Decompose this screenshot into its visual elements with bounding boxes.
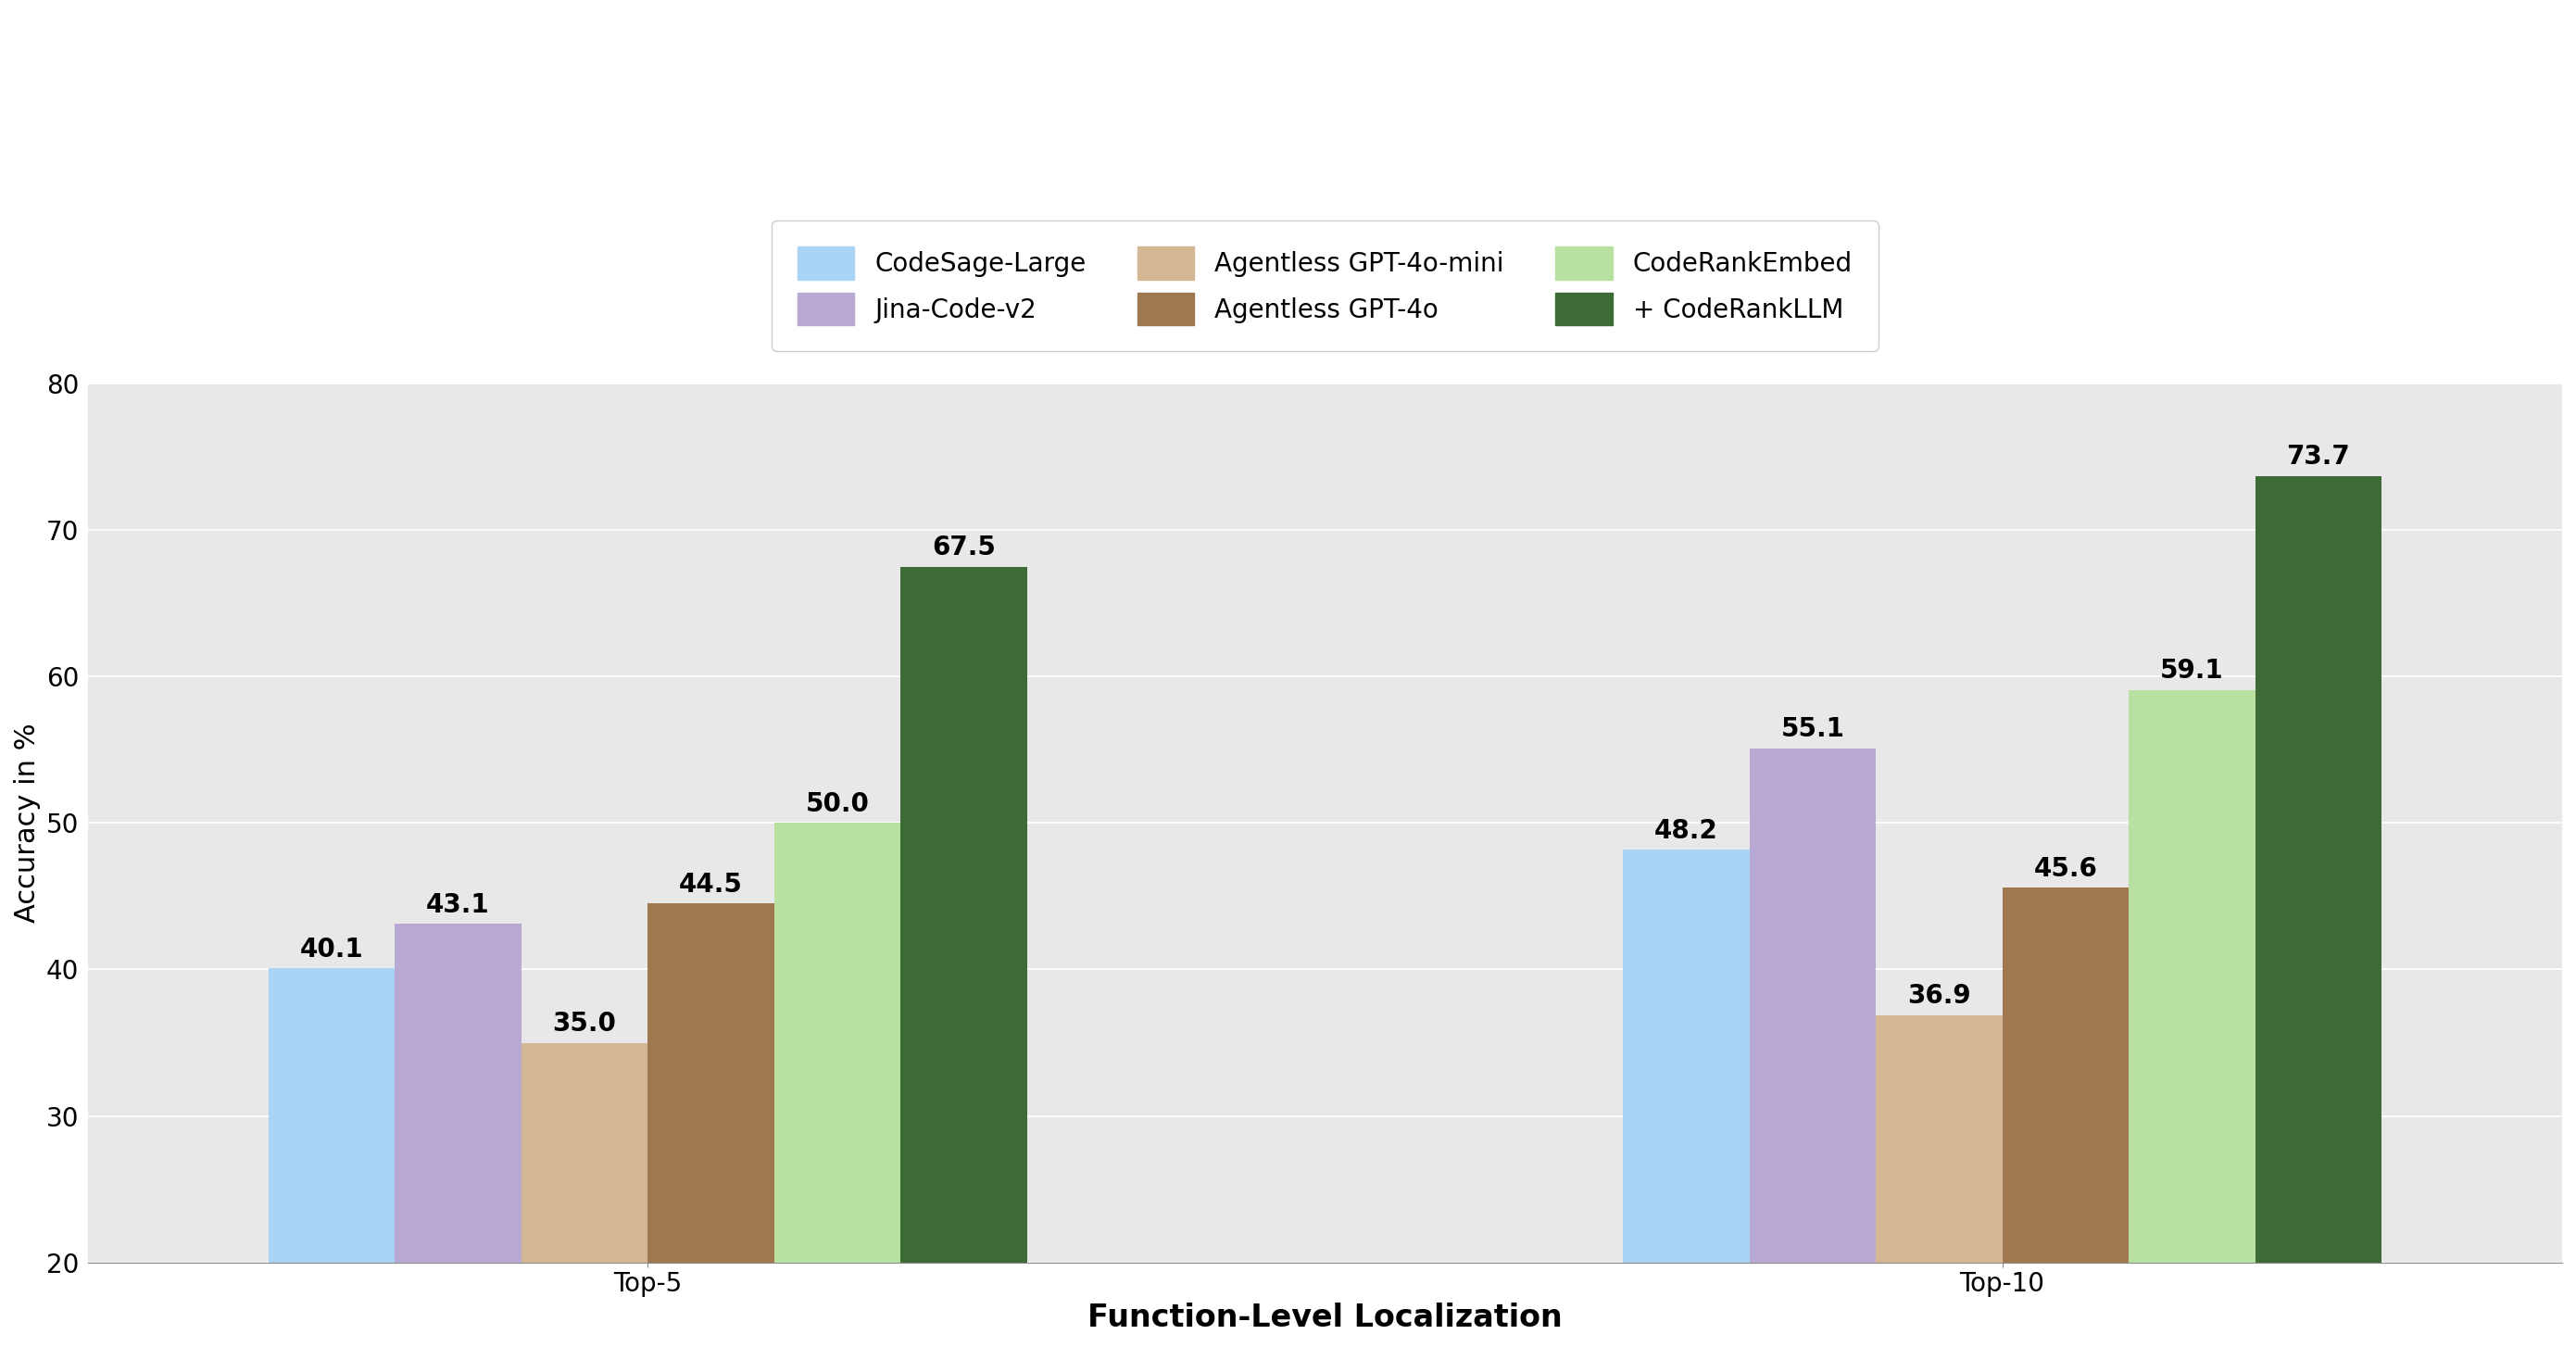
X-axis label: Function-Level Localization: Function-Level Localization: [1087, 1303, 1564, 1334]
Bar: [2254, 475, 2380, 1347]
Bar: [2128, 690, 2254, 1347]
Text: 43.1: 43.1: [425, 892, 489, 919]
Text: 55.1: 55.1: [1780, 717, 1844, 742]
Text: 73.7: 73.7: [2287, 445, 2349, 470]
Text: 40.1: 40.1: [299, 936, 363, 962]
Bar: [1623, 850, 1749, 1347]
Bar: [1749, 749, 1875, 1347]
Text: 45.6: 45.6: [2032, 855, 2097, 881]
Bar: [1875, 1014, 2002, 1347]
Bar: [2002, 888, 2128, 1347]
Text: 36.9: 36.9: [1906, 983, 1971, 1009]
Text: 35.0: 35.0: [554, 1012, 616, 1037]
Legend: CodeSage-Large, Jina-Code-v2, Agentless GPT-4o-mini, Agentless GPT-4o, CodeRankE: CodeSage-Large, Jina-Code-v2, Agentless …: [773, 221, 1878, 352]
Text: 67.5: 67.5: [933, 535, 997, 560]
Bar: [902, 567, 1028, 1347]
Text: 59.1: 59.1: [2161, 657, 2223, 684]
Bar: [520, 1043, 647, 1347]
Text: 50.0: 50.0: [806, 791, 868, 818]
Y-axis label: Accuracy in %: Accuracy in %: [13, 723, 41, 923]
Bar: [394, 924, 520, 1347]
Text: 48.2: 48.2: [1654, 818, 1718, 843]
Bar: [268, 968, 394, 1347]
Bar: [647, 904, 775, 1347]
Text: 44.5: 44.5: [680, 872, 742, 897]
Bar: [775, 823, 902, 1347]
